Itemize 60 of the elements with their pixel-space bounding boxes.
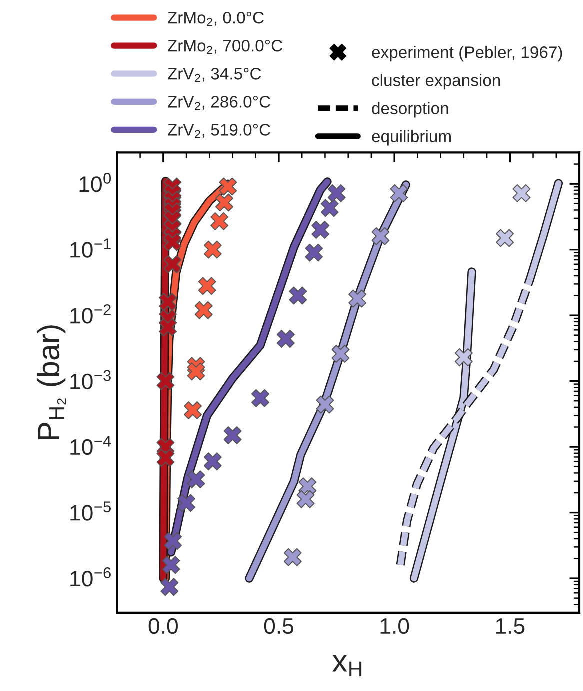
point xyxy=(454,348,473,367)
point xyxy=(184,401,202,420)
y-tick-label: 10$^{−2}$ xyxy=(70,304,111,324)
point xyxy=(390,184,408,202)
text: equilibrium xyxy=(372,130,451,146)
legend-label: ZrMo$_{2}$, 0.0°C xyxy=(168,12,264,26)
y-tick-label: 10$^{0}$ xyxy=(80,173,112,192)
point xyxy=(160,578,179,596)
point xyxy=(496,229,514,248)
text: experiment (Pebler, 1967) xyxy=(372,46,562,62)
y-tick-label: 10$^{−6}$ xyxy=(70,567,111,587)
x-tick-label: 0.5 xyxy=(264,618,294,634)
y-tick-label: 10$^{−3}$ xyxy=(70,370,111,390)
point xyxy=(187,470,206,489)
y-axis-title: P$_{H₂}$ (bar) xyxy=(37,326,66,440)
point xyxy=(512,184,531,202)
point xyxy=(219,178,238,196)
point xyxy=(305,244,324,262)
point xyxy=(159,318,178,336)
point xyxy=(296,490,315,508)
point xyxy=(289,286,308,305)
y-tick-label: 10$^{−4}$ xyxy=(70,436,112,456)
point xyxy=(159,293,178,312)
y-tick-label: 10$^{−5}$ xyxy=(70,502,111,521)
x-tick-label: 1.0 xyxy=(380,618,410,634)
point xyxy=(164,233,182,252)
point xyxy=(372,227,390,246)
point xyxy=(215,194,234,212)
point xyxy=(276,330,295,348)
point xyxy=(252,389,270,408)
legend-label: ZrV$_{2}$, 519.0°C xyxy=(168,124,270,138)
point xyxy=(204,452,222,471)
point xyxy=(284,548,302,566)
point xyxy=(156,449,175,468)
text: desorption xyxy=(372,102,448,118)
point xyxy=(320,199,339,218)
point xyxy=(164,532,182,550)
x-axis-title: x$_{H}$ xyxy=(332,656,362,677)
point xyxy=(162,556,180,574)
point xyxy=(198,277,216,296)
point xyxy=(328,184,346,202)
legend-label: ZrV$_{2}$, 34.5°C xyxy=(168,68,262,82)
point xyxy=(210,212,229,230)
point xyxy=(312,221,330,240)
point xyxy=(204,240,222,259)
x-tick-label: 1.5 xyxy=(496,618,525,634)
legend-label: ZrV$_{2}$, 286.0°C xyxy=(168,96,270,110)
point xyxy=(348,290,367,308)
y-tick-label: 10$^{−1}$ xyxy=(70,238,111,258)
x-tick-label: 0.0 xyxy=(148,618,178,634)
point xyxy=(316,396,334,414)
point xyxy=(178,494,196,512)
text: cluster expansion xyxy=(372,74,500,90)
point xyxy=(194,301,213,320)
point xyxy=(187,362,206,381)
legend-label: ZrMo$_{2}$, 700.0°C xyxy=(168,40,282,54)
point xyxy=(164,255,182,274)
point xyxy=(332,345,350,364)
point xyxy=(224,426,242,444)
point xyxy=(156,372,175,390)
